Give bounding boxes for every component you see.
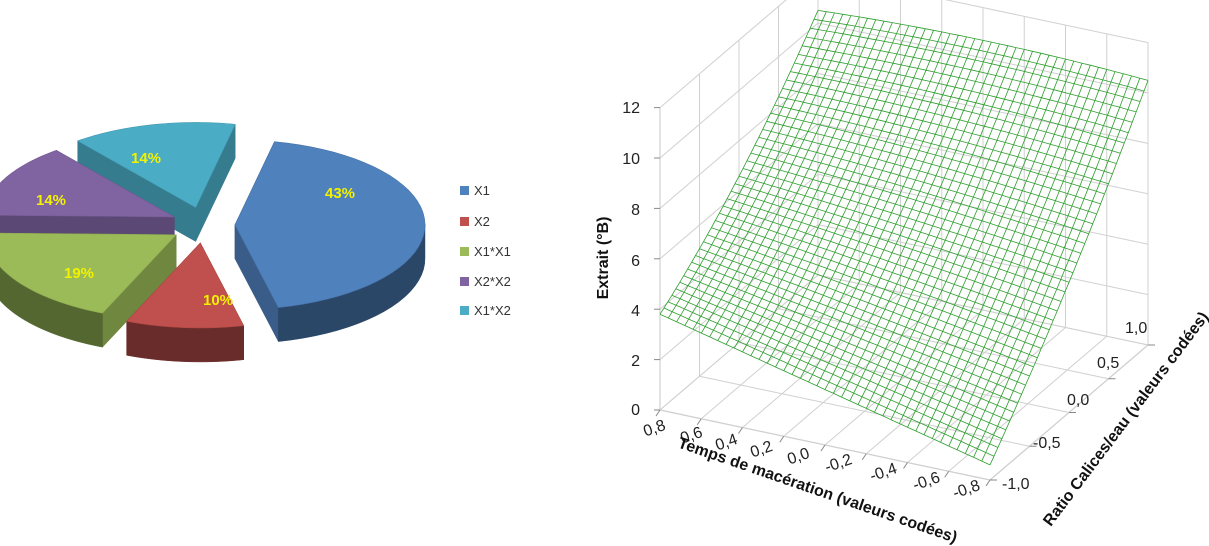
surface-mesh-line	[956, 71, 1116, 450]
surface-mesh-line	[890, 55, 1050, 420]
pie-slice-x2x2	[0, 149, 175, 252]
surface-mesh-line	[758, 27, 918, 360]
x-tick-label: 0,0	[785, 445, 812, 468]
surface-mesh-line	[882, 53, 1042, 417]
surface-mesh-line	[667, 11, 827, 319]
z-tick-label: 12	[622, 100, 640, 117]
y-tick-label: -0,5	[1033, 435, 1061, 452]
surface-mesh-line	[775, 30, 934, 368]
x-tick-label: -0,4	[868, 460, 900, 485]
surface-mesh-line	[981, 78, 1141, 462]
x-tick-label: 0,6	[678, 424, 705, 447]
surface-mesh-line	[676, 12, 835, 323]
legend-swatch-x1	[460, 186, 469, 195]
surface-mesh-line	[849, 45, 1009, 402]
surface-mesh-line	[790, 71, 1121, 154]
surface-mesh-line	[766, 120, 1097, 215]
pie-legend: X1 X2 X1*X1 X2*X2 X1*X2	[460, 183, 511, 318]
pie-label-x1x2: 14%	[131, 150, 161, 167]
surface-mesh-line	[778, 96, 1109, 185]
surface-mesh-line	[948, 69, 1108, 447]
x-tick-label: 0,8	[641, 417, 668, 440]
surface-mesh-line	[915, 60, 1075, 432]
z-tick-label: 8	[631, 202, 640, 219]
y-axis-tick-labels: -1,0 -0,5 0,0 0,5 1,0	[1002, 320, 1147, 493]
y-tick-label: -1,0	[1002, 476, 1030, 493]
z-tick-label: 10	[622, 151, 640, 168]
pie-label-x2: 10%	[203, 292, 233, 309]
surface-mesh-line	[700, 16, 860, 334]
z-tick-label: 6	[631, 253, 640, 270]
surface-mesh-line	[766, 28, 926, 364]
y-tick-label: 1,0	[1125, 320, 1147, 337]
surface-mesh-line	[770, 112, 1101, 205]
pie-slice-x2	[126, 242, 245, 363]
x-tick-label: -0,8	[951, 477, 983, 502]
x-tick-label: -0,2	[823, 451, 855, 476]
pie-percent-labels: 43% 10% 19% 14% 14%	[36, 150, 355, 309]
pie-slice-x1x1	[0, 232, 177, 348]
surface-mesh-line	[841, 43, 1000, 398]
surface-mesh-line	[832, 41, 992, 394]
y-tick-label: 0,5	[1097, 355, 1119, 372]
z-tick-label: 0	[631, 402, 640, 419]
surface-mesh-line	[874, 51, 1033, 413]
pie-slices	[0, 122, 426, 363]
surface-mesh-line	[940, 67, 1099, 443]
x-tick-label: 0,2	[748, 438, 775, 461]
legend-swatch-x1x1	[460, 247, 469, 256]
surface-mesh-line	[813, 18, 1145, 92]
pie-label-x1x1: 19%	[64, 265, 94, 282]
surface-mesh-line	[659, 10, 819, 315]
legend-label-x2: X2	[474, 214, 490, 229]
pie-slice-x1	[234, 141, 426, 342]
surface-mesh-line	[923, 63, 1083, 435]
surface-mesh-line	[692, 15, 852, 330]
surface-mesh-line	[733, 22, 893, 349]
legend-swatch-x2	[460, 217, 469, 226]
surface-mesh-line	[824, 40, 984, 390]
legend-label-x1x1: X1*X1	[474, 244, 511, 259]
pie-label-x1: 43%	[325, 185, 355, 202]
surface-mesh-line	[865, 49, 1025, 409]
surface-mesh-line	[684, 14, 844, 326]
surface-mesh-line	[783, 31, 943, 371]
x-tick-label: 0,4	[713, 431, 740, 454]
legend-label-x2x2: X2*X2	[474, 274, 511, 289]
z-tick-label: 2	[631, 353, 640, 370]
surface-mesh-line	[799, 35, 959, 379]
x-tick-label: -0,6	[911, 469, 943, 494]
surface-mesh-line	[898, 56, 1058, 424]
surface-mesh-line	[725, 21, 885, 345]
z-tick-label: 4	[631, 303, 640, 320]
surface-mesh-line	[791, 33, 951, 375]
z-axis-title: Extrait (°B)	[595, 217, 612, 300]
surface-mesh-line	[931, 65, 1091, 439]
surface-mesh-line	[742, 23, 901, 353]
surface-mesh-line	[808, 36, 967, 383]
surface-mesh-line	[709, 18, 868, 338]
pie-label-x2x2: 14%	[36, 192, 66, 209]
surface-mesh-line	[989, 80, 1149, 466]
surface-mesh-line	[907, 58, 1066, 428]
surface-mesh-line	[964, 73, 1124, 454]
surface-mesh-line	[717, 19, 877, 341]
y-axis-title: Ratio Calices/eau (valeurs codées)	[1040, 309, 1209, 529]
surface-mesh-line	[973, 75, 1132, 458]
surface-mesh-line	[816, 38, 976, 386]
surface-mesh-line	[762, 129, 1093, 225]
y-tick-label: 0,0	[1067, 392, 1089, 409]
surface-chart: 0 2 4 6 8 10 12 0,8 0,6 0,4 0,2 0,0 -0,2…	[595, 0, 1209, 546]
legend-label-x1: X1	[474, 183, 490, 198]
surface-mesh	[659, 10, 1149, 466]
surface-mesh-line	[857, 47, 1017, 405]
z-axis-tick-labels: 0 2 4 6 8 10 12	[622, 100, 640, 419]
legend-swatch-x2x2	[460, 277, 469, 286]
legend-swatch-x1x2	[460, 306, 469, 315]
surface-mesh-line	[750, 25, 910, 356]
legend-label-x1x2: X1*X2	[474, 303, 511, 318]
pie-chart: 43% 10% 19% 14% 14%	[0, 122, 426, 363]
